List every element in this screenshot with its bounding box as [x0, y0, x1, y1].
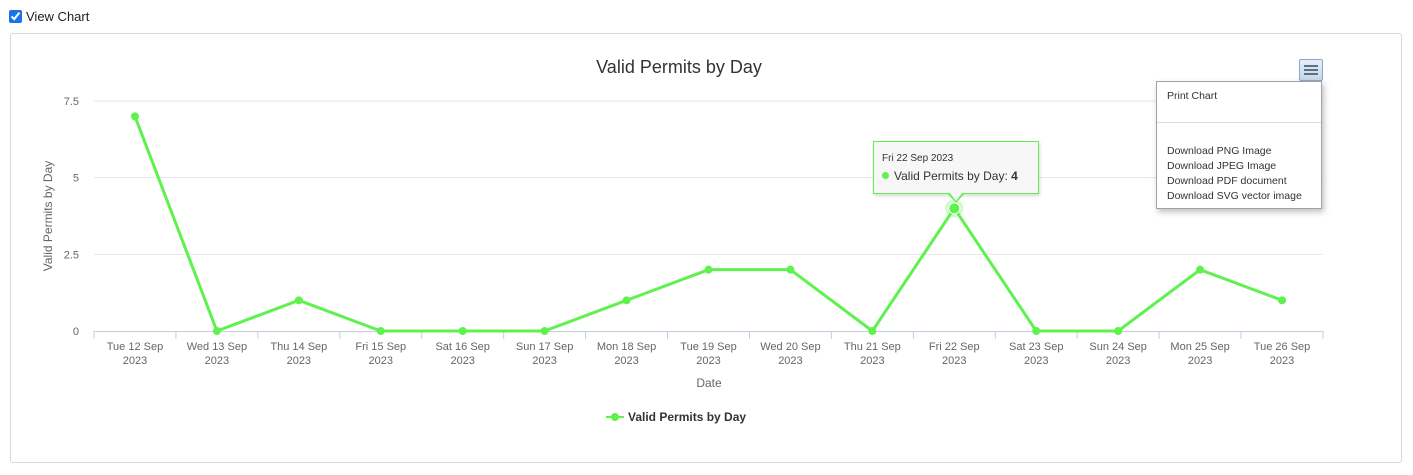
hamburger-line [1304, 73, 1318, 75]
menu-item-print-chart[interactable]: Print Chart [1167, 90, 1218, 102]
chart-tooltip: Fri 22 Sep 2023 Valid Permits by Day: 4 [873, 141, 1039, 194]
data-point[interactable] [294, 296, 303, 305]
x-tick-label: Fri 15 Sep 2023 [355, 341, 406, 367]
chart-title: Valid Permits by Day [596, 57, 762, 77]
data-point[interactable] [1196, 265, 1205, 274]
x-tick-label: Tue 12 Sep 2023 [107, 341, 163, 367]
x-tick-label: Sat 16 Sep 2023 [435, 341, 489, 367]
tooltip-series-dot [882, 172, 889, 179]
tooltip-date: Fri 22 Sep 2023 [882, 153, 954, 164]
tooltip-value: 4 [1011, 169, 1018, 183]
menu-item-download-svg[interactable]: Download SVG vector image [1167, 190, 1302, 202]
tooltip-series-label: Valid Permits by Day: [894, 169, 1008, 183]
tooltip-arrow-fill [949, 192, 963, 201]
menu-item-download-pdf[interactable]: Download PDF document [1167, 175, 1287, 187]
data-point[interactable] [1032, 327, 1041, 335]
x-axis-title: Date [696, 376, 722, 390]
chart-export-menu: Print Chart Download PNG Image Download … [1156, 81, 1322, 209]
data-point[interactable] [704, 265, 713, 274]
menu-item-download-png[interactable]: Download PNG Image [1167, 145, 1272, 157]
view-chart-checkbox[interactable] [9, 10, 22, 23]
x-tick-label: Tue 19 Sep 2023 [680, 341, 736, 367]
hamburger-menu-icon [1304, 65, 1318, 67]
y-tick-label: 5 [73, 173, 79, 185]
y-tick-label: 7.5 [64, 96, 79, 108]
hamburger-line [1304, 69, 1318, 71]
x-tick-label: Sun 24 Sep 2023 [1089, 341, 1147, 367]
tooltip-value-row: Valid Permits by Day: 4 [882, 169, 1018, 183]
legend-label: Valid Permits by Day [628, 410, 747, 424]
x-tick-label: Tue 26 Sep 2023 [1254, 341, 1310, 367]
data-point[interactable] [212, 327, 221, 335]
menu-separator [1157, 122, 1321, 123]
x-tick-label: Wed 13 Sep 2023 [187, 341, 247, 367]
data-point[interactable] [130, 112, 139, 121]
chart-legend[interactable]: Valid Permits by Day [606, 410, 746, 424]
y-tick-label: 0 [73, 326, 79, 338]
x-tick-label: Sun 17 Sep 2023 [516, 341, 574, 367]
x-tick-label: Mon 18 Sep 2023 [597, 341, 656, 367]
data-point[interactable] [786, 265, 795, 274]
menu-item-download-jpeg[interactable]: Download JPEG Image [1167, 160, 1277, 172]
data-point[interactable] [1114, 327, 1123, 335]
legend-swatch [606, 412, 624, 422]
y-tick-label: 2.5 [64, 249, 79, 261]
series-line [133, 114, 1284, 333]
chart-menu-button[interactable] [1299, 59, 1323, 81]
data-point[interactable] [376, 327, 385, 335]
x-tick-label: Thu 14 Sep 2023 [270, 341, 327, 367]
data-point[interactable] [540, 327, 549, 335]
data-point[interactable] [622, 296, 631, 305]
data-point[interactable] [868, 327, 877, 335]
data-point[interactable] [458, 327, 467, 335]
data-point[interactable] [1278, 296, 1287, 305]
view-chart-toggle[interactable]: View Chart [8, 9, 89, 24]
y-axis-title: Valid Permits by Day [41, 161, 55, 271]
x-tick-label: Thu 21 Sep 2023 [844, 341, 901, 367]
x-tick-label: Sat 23 Sep 2023 [1009, 341, 1063, 367]
legend-marker [611, 413, 619, 421]
x-tick-label: Fri 22 Sep 2023 [929, 341, 980, 367]
x-tick-label: Wed 20 Sep 2023 [760, 341, 820, 367]
x-tick-label: Mon 25 Sep 2023 [1170, 341, 1229, 367]
view-chart-label: View Chart [26, 9, 90, 24]
data-point[interactable] [948, 202, 961, 215]
